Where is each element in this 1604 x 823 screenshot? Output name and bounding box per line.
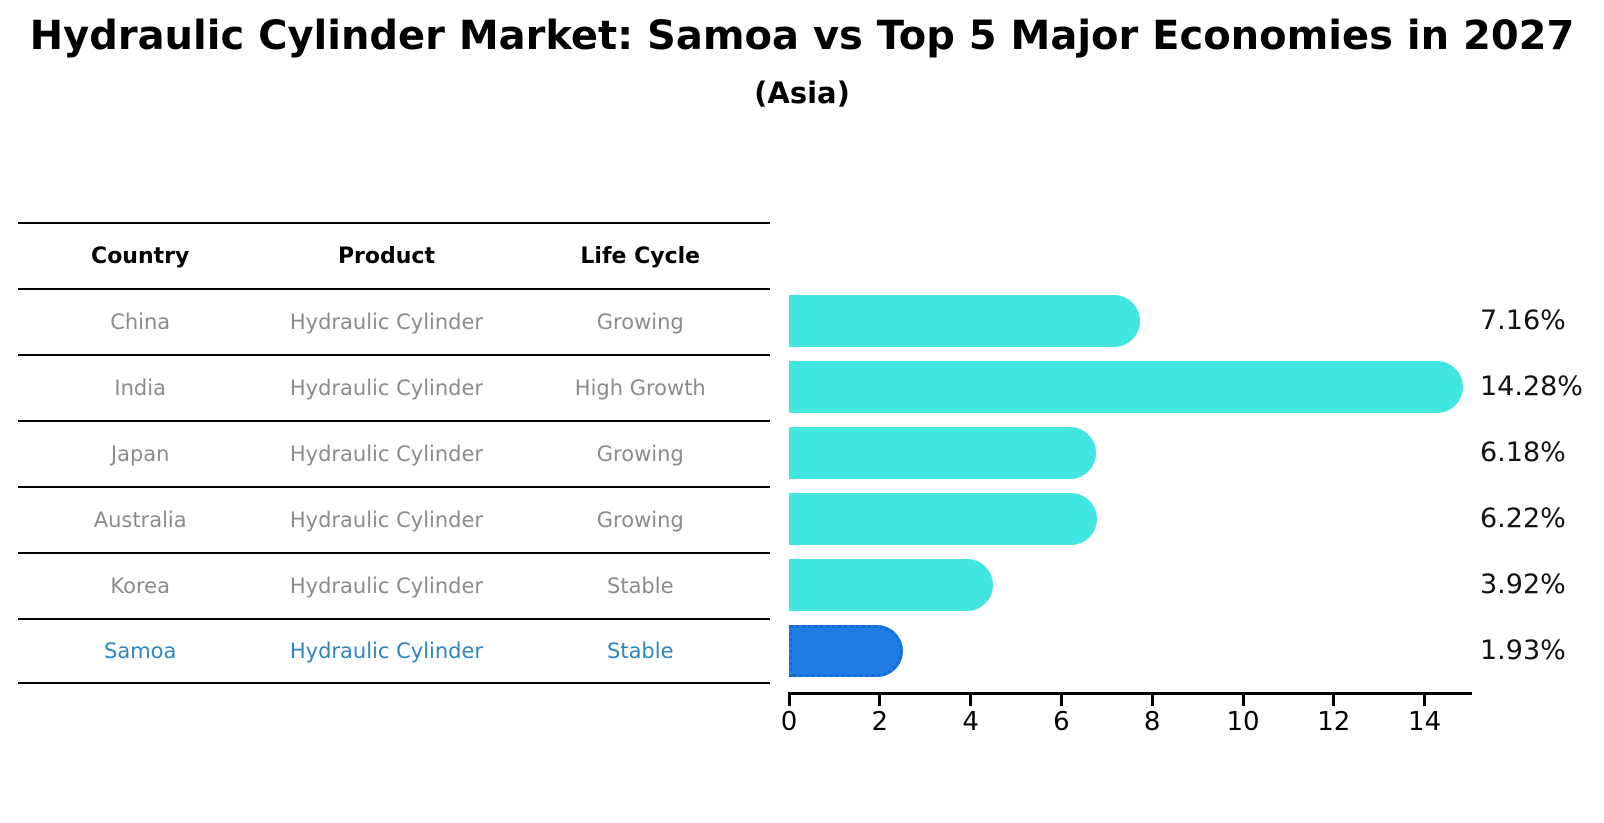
x-axis-tick-4 <box>969 695 973 706</box>
cell-product: Hydraulic Cylinder <box>289 310 484 334</box>
column-header-life-cycle: Life Cycle <box>580 243 701 269</box>
cell-product: Hydraulic Cylinder <box>289 639 484 663</box>
bar-value-label-samoa: 1.93% <box>1480 635 1566 666</box>
cell-country: India <box>114 376 166 400</box>
x-axis-tick-2 <box>878 695 882 706</box>
x-axis-tick-label-6: 6 <box>1053 707 1070 737</box>
x-axis-tick-14 <box>1423 695 1427 706</box>
x-axis-tick-12 <box>1332 695 1336 706</box>
table-row-australia: Australia Hydraulic Cylinder Growing <box>18 486 770 552</box>
x-axis-tick-label-2: 2 <box>871 707 889 737</box>
table-row-samoa: Samoa Hydraulic Cylinder Stable <box>18 618 770 684</box>
cell-country: Samoa <box>104 639 177 663</box>
bar-australia <box>789 493 1098 545</box>
x-axis-tick-label-12: 12 <box>1317 707 1351 737</box>
table-row-india: India Hydraulic Cylinder High Growth <box>18 354 770 420</box>
cell-product: Hydraulic Cylinder <box>289 442 484 466</box>
cell-life-cycle: Stable <box>607 639 674 663</box>
chart-title: Hydraulic Cylinder Market: Samoa vs Top … <box>29 13 1575 59</box>
bar-value-label-india: 14.28% <box>1480 371 1583 402</box>
cell-product: Hydraulic Cylinder <box>289 574 484 598</box>
bar-value-label-japan: 6.18% <box>1480 437 1566 468</box>
column-header-country: Country <box>91 243 190 269</box>
x-axis-tick-6 <box>1059 695 1063 706</box>
x-axis-tick-8 <box>1150 695 1154 706</box>
table-row-china: China Hydraulic Cylinder Growing <box>18 288 770 354</box>
x-axis-line <box>788 692 1472 695</box>
cell-life-cycle: Growing <box>596 508 684 532</box>
bar-value-label-australia: 6.22% <box>1480 503 1566 534</box>
bar-india <box>789 361 1464 413</box>
bar-china <box>789 295 1141 347</box>
table-row-korea: Korea Hydraulic Cylinder Stable <box>18 552 770 618</box>
x-axis-tick-label-4: 4 <box>962 707 979 737</box>
cell-life-cycle: Growing <box>596 310 684 334</box>
x-axis-tick-label-8: 8 <box>1143 707 1161 737</box>
x-axis-tick-label-14: 14 <box>1408 707 1442 737</box>
cell-product: Hydraulic Cylinder <box>289 508 484 532</box>
table-row-japan: Japan Hydraulic Cylinder Growing <box>18 420 770 486</box>
bar-value-label-korea: 3.92% <box>1480 569 1566 600</box>
chart-subtitle: (Asia) <box>754 76 850 110</box>
bar-japan <box>789 427 1096 479</box>
cell-life-cycle: High Growth <box>574 376 706 400</box>
cell-life-cycle: Stable <box>607 574 674 598</box>
x-axis-tick-10 <box>1241 695 1245 706</box>
cell-country: Australia <box>93 508 187 532</box>
x-axis-tick-label-10: 10 <box>1226 707 1260 737</box>
cell-life-cycle: Growing <box>596 442 684 466</box>
cell-country: Korea <box>110 574 170 598</box>
country-table: Country Product Life Cycle China Hydraulic C… <box>18 222 770 684</box>
bar-samoa <box>789 625 903 677</box>
x-axis-tick-label-0: 0 <box>780 707 798 737</box>
bar-korea <box>789 559 993 611</box>
x-axis-tick-0 <box>787 695 791 706</box>
cell-product: Hydraulic Cylinder <box>289 376 484 400</box>
cell-country: Japan <box>110 442 170 466</box>
table-header-row: Country Product Life Cycle <box>18 222 770 288</box>
column-header-product: Product <box>337 243 435 269</box>
bar-value-label-china: 7.16% <box>1480 305 1566 336</box>
cell-country: China <box>110 310 171 334</box>
